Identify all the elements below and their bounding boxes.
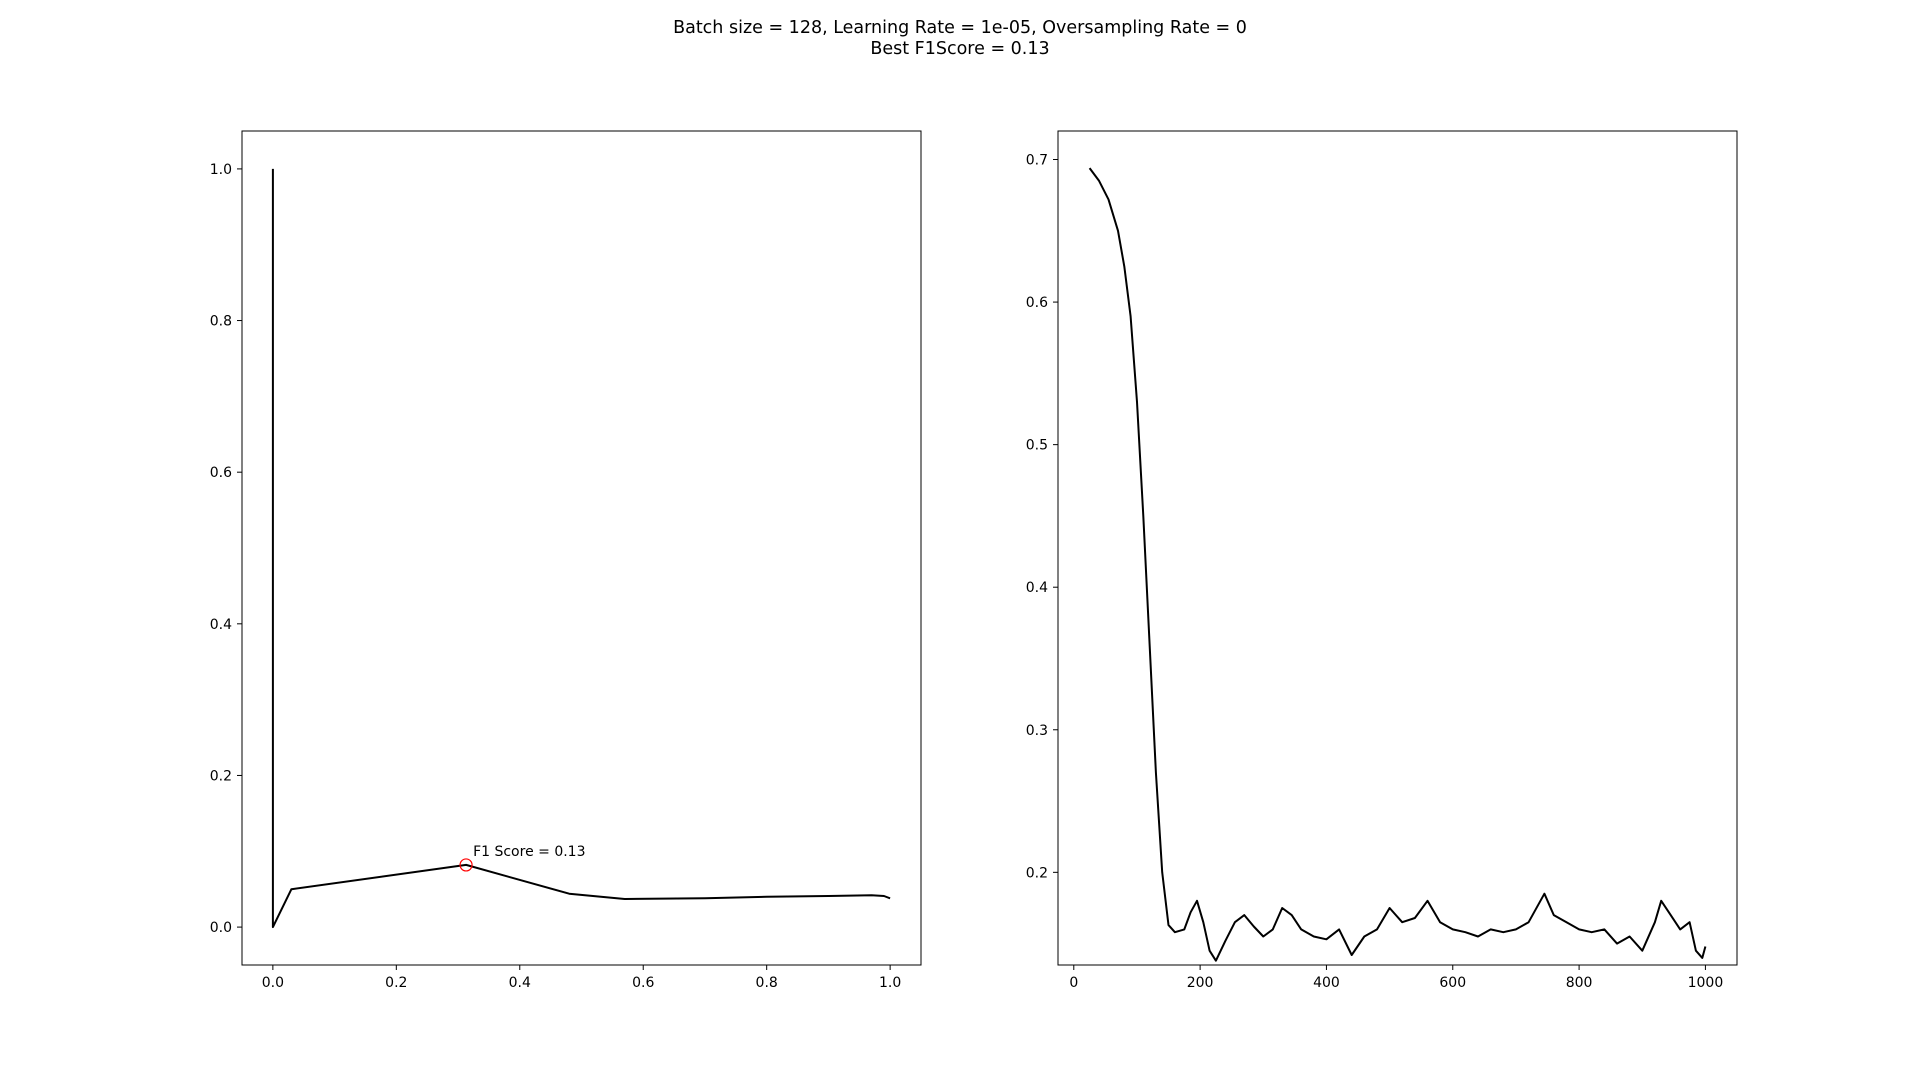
figure-title-line2: Best F1Score = 0.13 xyxy=(870,39,1050,59)
best-f1-marker xyxy=(459,858,473,872)
y-tick-label: 0.6 xyxy=(210,465,232,481)
x-tick-label: 200 xyxy=(1187,975,1214,991)
x-tick-label: 0.6 xyxy=(632,975,654,991)
f1-score-annotation: F1 Score = 0.13 xyxy=(473,844,585,860)
subplot-2: 0 200 400 600 800 1000 0.2 0.3 0.4 0.5 0.6 0.7 xyxy=(1026,130,1738,991)
x-tick-label: 1.0 xyxy=(879,975,901,991)
x-tick-label: 1000 xyxy=(1688,975,1724,991)
y-tick-label: 0.8 xyxy=(210,314,232,330)
y-tick-label: 0.2 xyxy=(210,768,232,784)
y-tick-label: 1.0 xyxy=(210,162,232,178)
axes-frame xyxy=(1057,130,1738,966)
y-tick-label: 0.5 xyxy=(1026,438,1048,454)
figure-title: Batch size = 128, Learning Rate = 1e-05,… xyxy=(0,18,1920,60)
x-tick-label: 0.4 xyxy=(509,975,531,991)
axes-frame xyxy=(241,130,922,966)
y-tick-label: 0.7 xyxy=(1026,153,1048,169)
x-tick-label: 0.0 xyxy=(262,975,284,991)
y-tick-label: 0.4 xyxy=(1026,580,1048,596)
x-tick-label: 400 xyxy=(1313,975,1340,991)
x-tick-label: 0.8 xyxy=(756,975,778,991)
x-tick-label: 800 xyxy=(1566,975,1593,991)
y-tick-label: 0.2 xyxy=(1026,865,1048,881)
figure-title-line1: Batch size = 128, Learning Rate = 1e-05,… xyxy=(673,18,1247,38)
x-tick-label: 0 xyxy=(1069,975,1078,991)
x-tick-label: 0.2 xyxy=(385,975,407,991)
y-tick-label: 0.0 xyxy=(210,920,232,936)
y-tick-label: 0.6 xyxy=(1026,295,1048,311)
subplot-1: 0.0 0.2 0.4 0.6 0.8 1.0 0.0 0.2 0.4 0.6 0.8 1.0 F1 S… xyxy=(210,130,922,991)
series-line xyxy=(271,168,891,929)
series-line xyxy=(1088,167,1707,962)
x-tick-label: 600 xyxy=(1439,975,1466,991)
y-tick-label: 0.3 xyxy=(1026,723,1048,739)
y-tick-label: 0.4 xyxy=(210,617,232,633)
